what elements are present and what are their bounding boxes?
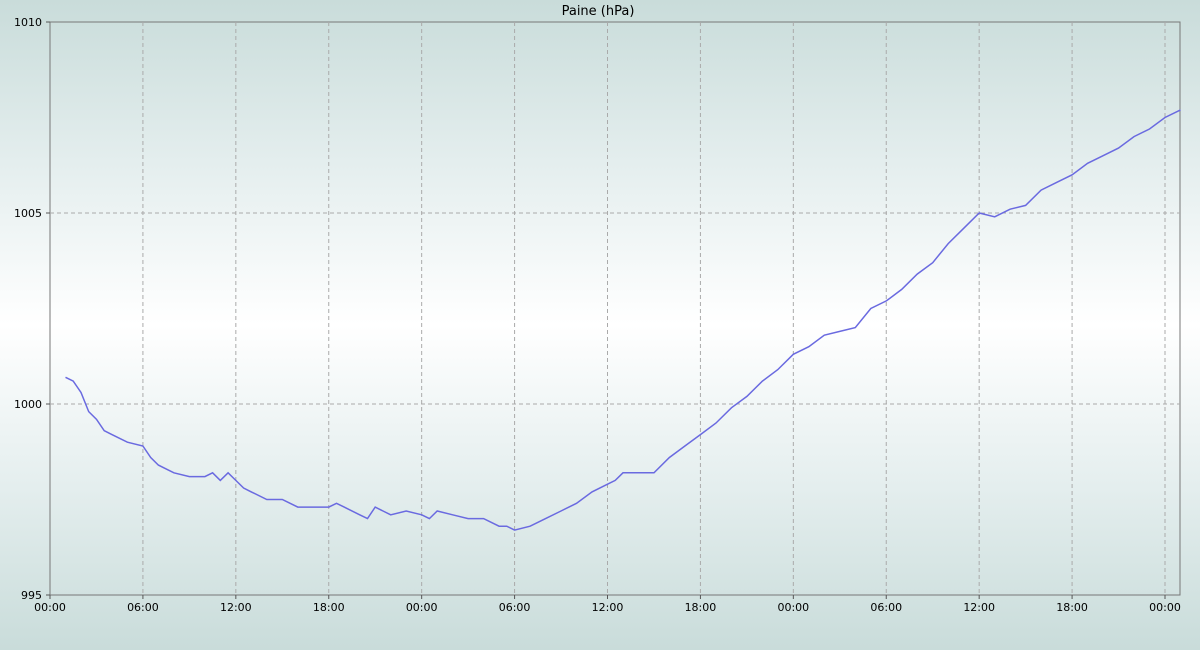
x-tick-label: 18:00 xyxy=(313,601,345,614)
x-tick-label: 06:00 xyxy=(499,601,531,614)
x-tick-label: 00:00 xyxy=(406,601,438,614)
x-tick-label: 06:00 xyxy=(870,601,902,614)
gridlines xyxy=(50,22,1180,595)
y-tick-label: 1000 xyxy=(14,398,42,411)
x-tick-label: 18:00 xyxy=(1056,601,1088,614)
x-tick-label: 06:00 xyxy=(127,601,159,614)
y-tick-label: 1005 xyxy=(14,207,42,220)
plot-area xyxy=(49,21,1181,596)
x-tick-label: 00:00 xyxy=(777,601,809,614)
x-tick-label: 18:00 xyxy=(685,601,717,614)
x-tick-label: 12:00 xyxy=(963,601,995,614)
y-tick-label: 1010 xyxy=(14,16,42,29)
chart-title: Paine (hPa) xyxy=(562,4,635,19)
x-axis-ticks: 00:00 06:00 12:00 18:00 00:00 06:00 12:00 18:00… xyxy=(34,595,1181,614)
x-tick-label: 12:00 xyxy=(592,601,624,614)
x-tick-label: 12:00 xyxy=(220,601,252,614)
y-tick-label: 995 xyxy=(21,589,42,602)
x-tick-label: 00:00 xyxy=(1149,601,1181,614)
x-tick-label: 00:00 xyxy=(34,601,66,614)
pressure-line xyxy=(65,109,1181,531)
y-axis-ticks: 995 1000 1005 1010 xyxy=(14,16,50,602)
